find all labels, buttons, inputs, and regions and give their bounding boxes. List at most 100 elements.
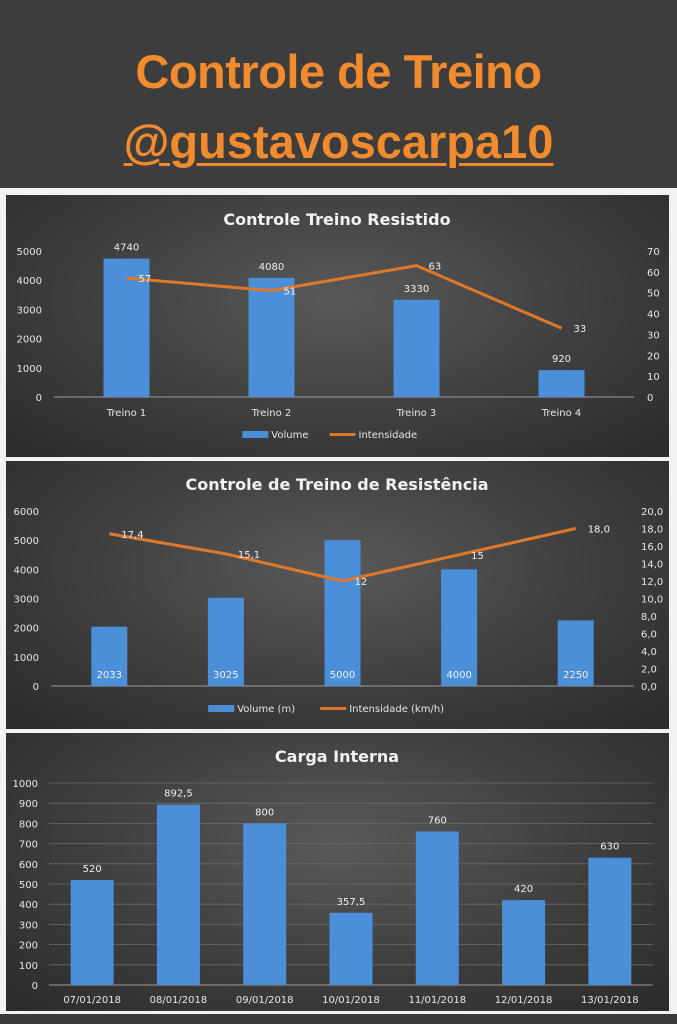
bar xyxy=(103,258,150,397)
y-left-tick-label: 3000 xyxy=(17,305,42,316)
y-left-tick-label: 0 xyxy=(33,682,39,693)
y-left-tick-label: 4000 xyxy=(17,276,42,287)
bar xyxy=(70,879,114,985)
intensity-line xyxy=(126,264,563,330)
y-left-tick-label: 4000 xyxy=(14,565,39,576)
bar-data-label: 4740 xyxy=(114,243,139,254)
line-data-label: 57 xyxy=(139,274,152,285)
bar xyxy=(588,857,632,985)
x-category-label: 12/01/2018 xyxy=(495,995,553,1006)
legend-label: Intensidade (km/h) xyxy=(349,704,444,715)
x-category-label: Treino 1 xyxy=(106,408,146,419)
page-handle: @gustavoscarpa10 xyxy=(123,115,554,168)
y-left-tick-label: 1000 xyxy=(14,653,39,664)
chart-panel-treino-resistido: Controle Treino Resistido 0 1000 2000 3000 40… xyxy=(6,195,669,457)
legend-label: Volume xyxy=(271,430,308,441)
y-right-tick-label: 30 xyxy=(647,330,660,341)
y-right-tick-label: 60 xyxy=(647,268,660,279)
chart-title: Controle de Treino de Resistência xyxy=(185,475,488,494)
bar-data-label: 520 xyxy=(83,864,102,875)
bar-data-label: 800 xyxy=(255,807,274,818)
line-data-label: 15,1 xyxy=(238,550,260,561)
bar xyxy=(441,569,478,686)
bar xyxy=(324,540,361,686)
chart-panel-treino-resistencia: Controle de Treino de Resistência 0 1000 20… xyxy=(6,461,669,729)
y-right-tick-label: 6,0 xyxy=(641,630,657,641)
y-left-tick-label: 100 xyxy=(19,961,38,972)
line-data-label: 63 xyxy=(429,262,442,273)
chart-title: Carga Interna xyxy=(275,747,399,766)
line-data-label: 12 xyxy=(355,577,368,588)
y-right-tick-label: 8,0 xyxy=(641,612,657,623)
legend-swatch-bar xyxy=(242,431,269,438)
y-right-tick-label: 10,0 xyxy=(641,595,663,606)
bar xyxy=(329,912,373,985)
line-data-label: 17,4 xyxy=(121,530,143,541)
x-category-label: 13/01/2018 xyxy=(581,995,639,1006)
line-data-label: 51 xyxy=(284,287,297,298)
bar-data-label: 4080 xyxy=(259,262,284,273)
bar xyxy=(156,804,200,985)
y-left-tick-label: 0 xyxy=(36,393,42,404)
y-right-tick-label: 12,0 xyxy=(641,577,663,588)
bar-data-label: 420 xyxy=(514,884,533,895)
bar-data-label: 892,5 xyxy=(164,789,193,800)
y-left-tick-label: 900 xyxy=(19,799,38,810)
y-right-tick-label: 4,0 xyxy=(641,647,657,658)
y-left-tick-label: 400 xyxy=(19,900,38,911)
bar xyxy=(557,620,594,686)
y-left-tick-label: 800 xyxy=(19,819,38,830)
bar xyxy=(502,900,546,985)
chart-title: Controle Treino Resistido xyxy=(223,210,450,229)
bar xyxy=(393,299,440,397)
y-left-tick-label: 1000 xyxy=(17,364,42,375)
line-data-label: 33 xyxy=(574,324,587,335)
line-data-label: 15 xyxy=(471,551,484,562)
bar xyxy=(248,277,295,397)
chart-treino-resistencia: Controle de Treino de Resistência 0 1000 20… xyxy=(14,475,664,715)
y-left-tick-label: 700 xyxy=(19,840,38,851)
y-right-tick-label: 70 xyxy=(647,247,660,258)
x-category-label: 09/01/2018 xyxy=(236,995,294,1006)
bar-data-label: 920 xyxy=(552,354,571,365)
y-left-tick-label: 2000 xyxy=(17,335,42,346)
legend-label: Volume (m) xyxy=(237,704,295,715)
y-right-tick-label: 20 xyxy=(647,351,660,362)
bar-data-label: 357,5 xyxy=(337,897,366,908)
y-right-tick-label: 14,0 xyxy=(641,560,663,571)
intensity-line xyxy=(109,527,577,583)
chart-carga-interna: Carga Interna 0 100 200 300 400 500 600 700 800 90… xyxy=(13,747,653,1006)
y-left-tick-label: 500 xyxy=(19,880,38,891)
x-category-label: 11/01/2018 xyxy=(408,995,466,1006)
bar-data-label: 630 xyxy=(600,842,619,853)
y-left-tick-label: 600 xyxy=(19,860,38,871)
bar-data-label: 4000 xyxy=(446,670,471,681)
y-right-tick-label: 20,0 xyxy=(641,507,663,518)
chart-panel-carga-interna: Carga Interna 0 100 200 300 400 500 600 700 800 90… xyxy=(6,733,669,1011)
bar-data-label: 760 xyxy=(428,815,447,826)
y-right-tick-label: 40 xyxy=(647,310,660,321)
bar-data-label: 3025 xyxy=(213,670,238,681)
bar xyxy=(207,597,244,686)
bar-data-label: 3330 xyxy=(404,284,429,295)
x-category-label: Treino 2 xyxy=(251,408,291,419)
y-left-tick-label: 300 xyxy=(19,920,38,931)
x-category-label: 07/01/2018 xyxy=(63,995,121,1006)
page-title: Controle de Treino xyxy=(135,45,542,98)
bar-data-label: 5000 xyxy=(330,670,355,681)
y-left-tick-label: 6000 xyxy=(14,507,39,518)
footer-strip xyxy=(0,1014,677,1024)
legend-swatch-bar xyxy=(208,705,235,712)
y-left-tick-label: 3000 xyxy=(14,595,39,606)
y-left-tick-label: 2000 xyxy=(14,624,39,635)
x-category-label: 08/01/2018 xyxy=(150,995,208,1006)
chart-treino-resistido: Controle Treino Resistido 0 1000 2000 3000 40… xyxy=(17,210,660,441)
y-right-tick-label: 0,0 xyxy=(641,682,657,693)
y-left-tick-label: 5000 xyxy=(17,247,42,258)
y-right-tick-label: 0 xyxy=(647,393,653,404)
bar xyxy=(415,831,459,985)
line-data-label: 18,0 xyxy=(588,525,610,536)
y-right-tick-label: 2,0 xyxy=(641,665,657,676)
x-category-label: Treino 4 xyxy=(541,408,581,419)
header-banner: Controle de Treino @gustavoscarpa10 xyxy=(0,0,677,188)
